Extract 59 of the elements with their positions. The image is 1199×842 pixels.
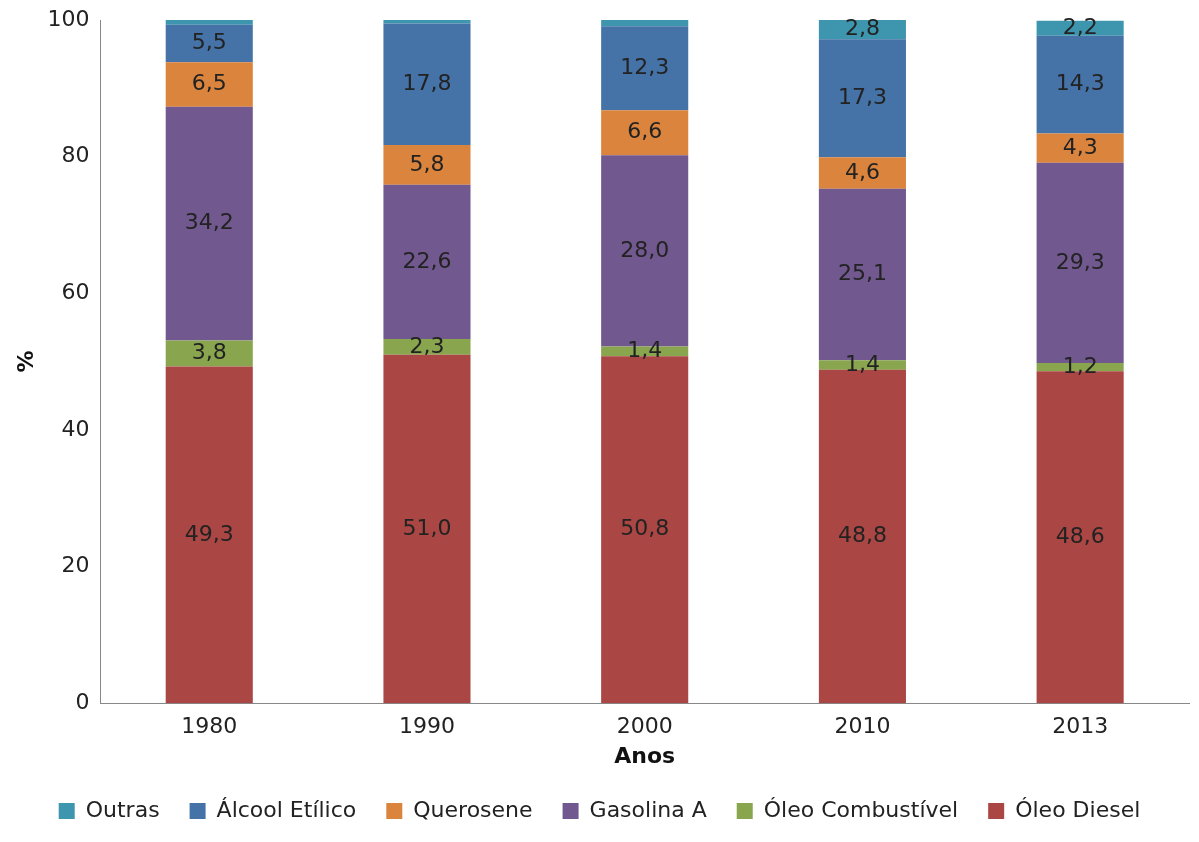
data-label: 4,6 — [844, 158, 880, 184]
y-tick-label: 80 — [61, 142, 90, 168]
data-label: 12,3 — [620, 53, 670, 79]
legend-label: Álcool Etílico — [216, 796, 357, 822]
y-tick-label: 100 — [47, 5, 90, 31]
bar — [165, 62, 253, 107]
data-label: 2,2 — [1062, 13, 1098, 39]
x-tick-label: 1980 — [181, 713, 238, 739]
data-label: 2,3 — [409, 332, 445, 358]
y-axis-title: % — [12, 350, 38, 373]
bar — [601, 110, 689, 156]
data-label: 6,5 — [191, 70, 227, 96]
data-label: 5,8 — [409, 150, 445, 176]
bar — [1036, 35, 1124, 134]
legend-label: Óleo Combustível — [763, 796, 959, 822]
bar — [818, 157, 906, 189]
bar — [601, 26, 689, 111]
legend-label: Querosene — [413, 796, 533, 822]
bar — [383, 145, 471, 185]
y-tick-label: 60 — [61, 279, 90, 304]
x-tick-label: 2013 — [1052, 713, 1109, 739]
data-label: 6,6 — [627, 118, 663, 144]
bar — [818, 39, 906, 158]
data-label: 28,0 — [620, 236, 670, 262]
data-label: 49,3 — [184, 520, 234, 546]
bar — [165, 106, 253, 341]
data-label: 22,6 — [402, 247, 452, 273]
data-label: 2,8 — [844, 15, 880, 41]
y-tick-label: 40 — [61, 415, 90, 441]
data-label: 29,3 — [1055, 248, 1105, 274]
data-label: 17,8 — [402, 69, 452, 95]
bar — [1036, 133, 1124, 163]
x-tick-label: 1990 — [398, 713, 455, 739]
data-label: 4,3 — [1062, 133, 1098, 159]
bar — [383, 354, 471, 704]
data-label: 5,5 — [191, 29, 227, 55]
data-label: 34,2 — [184, 209, 234, 235]
y-tick-label: 20 — [61, 552, 90, 578]
bar — [383, 23, 471, 146]
bar — [601, 20, 689, 27]
data-label: 14,3 — [1055, 70, 1105, 96]
y-tick-label: 0 — [75, 688, 90, 714]
legend-label: Outras — [85, 796, 160, 822]
data-label: 3,8 — [191, 339, 227, 365]
legend-label: Gasolina A — [589, 796, 707, 822]
x-tick-label: 2000 — [616, 713, 673, 739]
data-label: 48,8 — [837, 522, 887, 548]
data-label: 51,0 — [402, 514, 452, 540]
x-axis-title: Anos — [614, 742, 676, 768]
data-label: 17,3 — [837, 83, 887, 109]
bar — [383, 339, 471, 355]
legend-label: Óleo Diesel — [1015, 796, 1141, 822]
data-label: 25,1 — [837, 260, 887, 286]
data-label: 48,6 — [1055, 522, 1105, 548]
bar — [165, 20, 253, 25]
x-tick-label: 2010 — [834, 713, 891, 739]
data-label: 50,8 — [620, 515, 670, 541]
bar — [165, 24, 253, 63]
bar — [165, 366, 253, 704]
